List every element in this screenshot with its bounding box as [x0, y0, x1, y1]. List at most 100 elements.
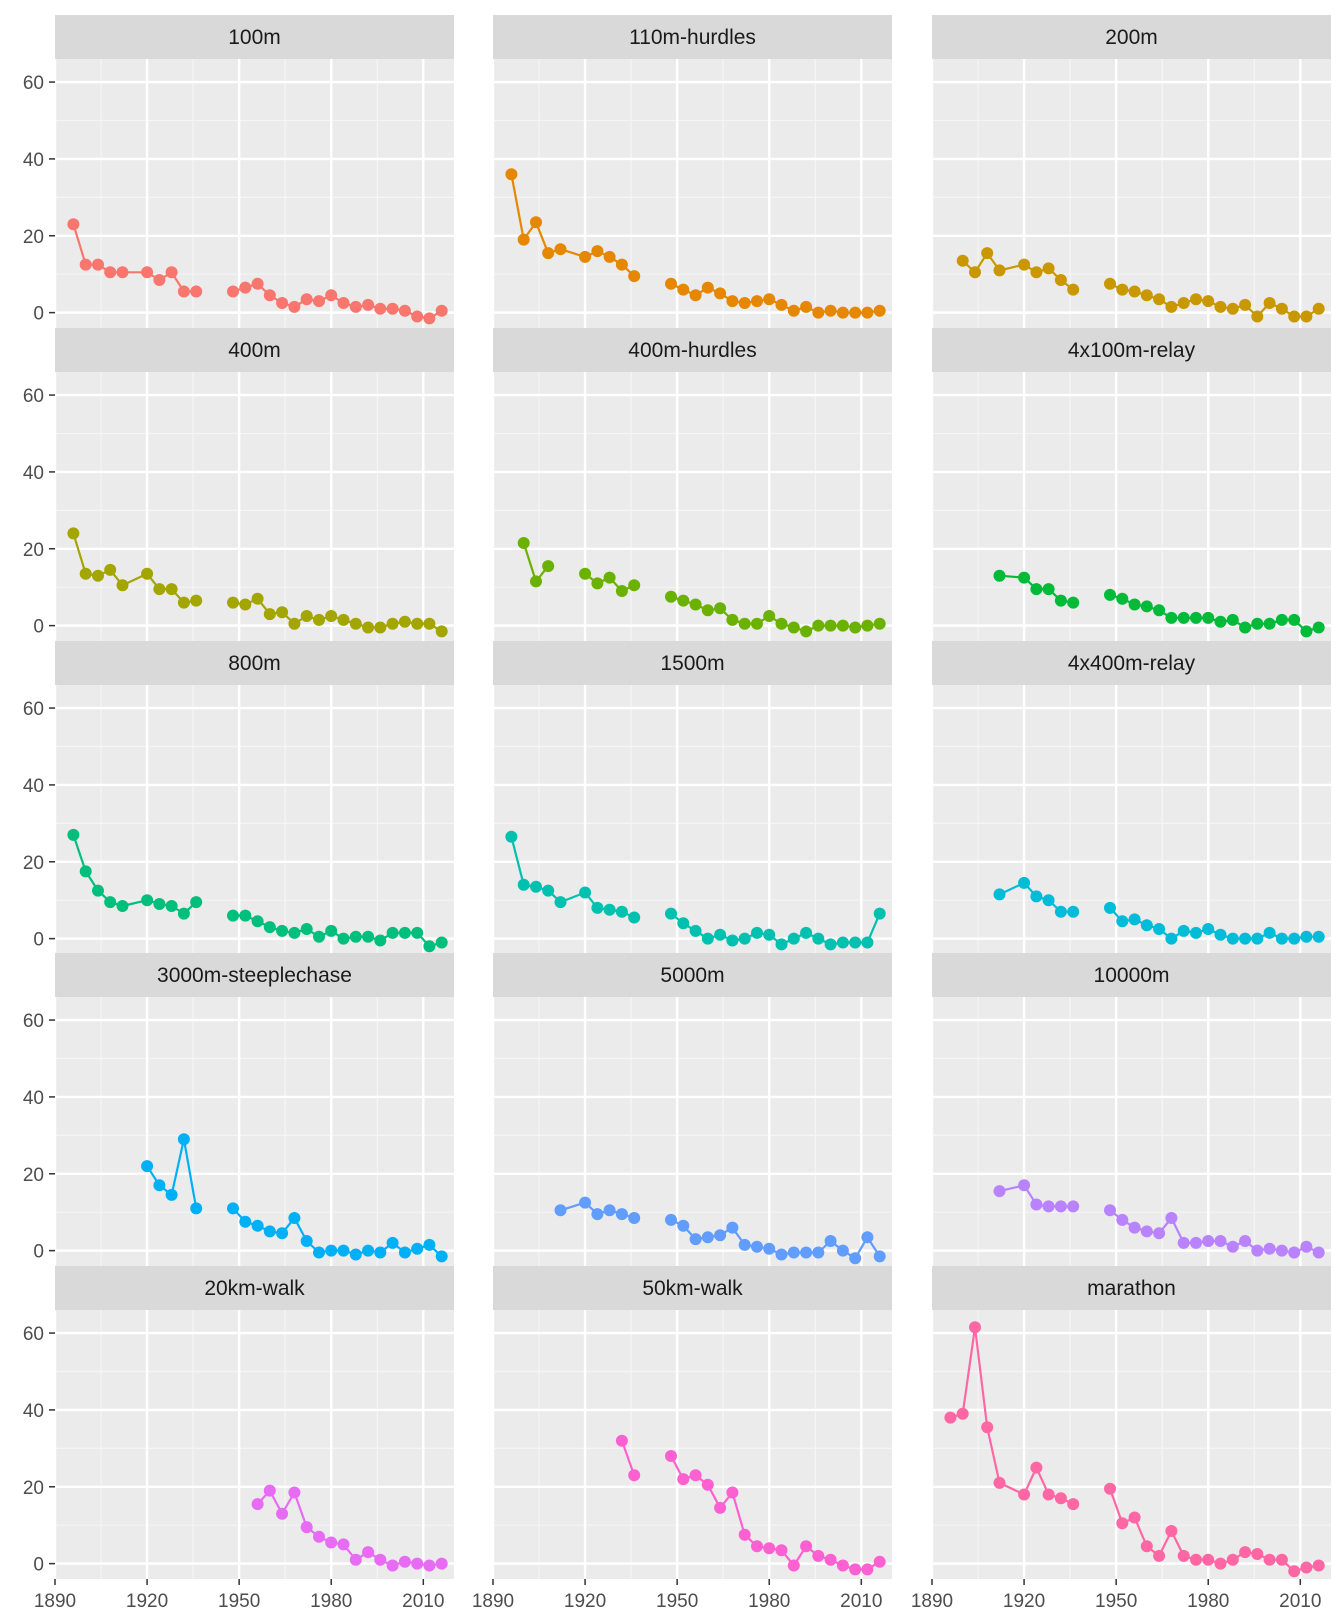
facet-title: marathon [1087, 1277, 1176, 1300]
data-point [956, 254, 969, 267]
data-point [92, 258, 104, 271]
x-tick-label: 2010 [840, 1591, 882, 1612]
data-point [141, 567, 154, 580]
data-point [1275, 613, 1288, 626]
data-point [861, 936, 874, 949]
data-point [763, 610, 776, 622]
data-point [836, 619, 849, 632]
data-point [349, 300, 362, 313]
data-point [775, 938, 788, 951]
data-point [714, 1501, 727, 1514]
series-line [620, 1440, 636, 1476]
data-point [505, 168, 518, 181]
data-point [689, 289, 702, 302]
data-point [861, 306, 874, 319]
data-point [337, 932, 350, 945]
data-point [1251, 617, 1264, 630]
data-point [1054, 274, 1067, 286]
data-point [763, 1542, 776, 1555]
y-tick-label: 0 [33, 304, 44, 325]
y-tick-label: 60 [23, 1011, 44, 1032]
data-point [849, 1563, 862, 1576]
data-point [386, 926, 399, 939]
data-point [386, 1559, 399, 1572]
data-point [325, 924, 338, 937]
data-point [165, 266, 178, 279]
data-point [628, 1212, 641, 1224]
data-point [861, 1563, 874, 1576]
data-point [763, 928, 776, 941]
data-point [227, 1202, 239, 1215]
data-point [276, 924, 289, 937]
data-point [1042, 262, 1055, 275]
data-point [1190, 1553, 1202, 1566]
data-point [276, 606, 289, 619]
data-point [165, 1188, 178, 1201]
data-point [579, 250, 592, 263]
data-point [1128, 285, 1141, 298]
data-point [812, 932, 825, 945]
data-point [1251, 1244, 1264, 1257]
data-point [591, 901, 604, 914]
data-point [677, 594, 690, 607]
facet-title: 1500m [660, 652, 724, 675]
data-point [1177, 611, 1190, 624]
facet-title: 200m [1105, 26, 1158, 49]
data-point [1288, 310, 1301, 323]
data-point [239, 1215, 252, 1228]
data-point [141, 1160, 154, 1173]
data-point [1116, 283, 1129, 296]
data-point [689, 924, 702, 937]
data-point [1165, 611, 1178, 624]
data-point [1214, 615, 1227, 628]
data-point [1140, 1540, 1153, 1553]
data-point [726, 295, 739, 308]
data-point [227, 909, 239, 922]
data-point [665, 1213, 677, 1226]
data-point [1030, 890, 1043, 903]
data-point [398, 615, 411, 628]
data-point [1312, 1246, 1325, 1259]
x-tick-label: 1890 [472, 1591, 514, 1612]
data-point [227, 285, 239, 298]
data-point [1177, 1549, 1190, 1562]
data-point [435, 304, 448, 317]
facet-strip [932, 1266, 1331, 1310]
data-point [689, 1469, 702, 1482]
data-point [1190, 926, 1202, 939]
data-point [787, 1559, 800, 1572]
data-point [1239, 932, 1252, 945]
panel-background [493, 59, 892, 328]
data-point [1140, 919, 1153, 932]
facet-strip [932, 641, 1331, 685]
facet-title: 110m-hurdles [629, 26, 756, 49]
data-point [325, 289, 338, 302]
data-point [288, 926, 301, 939]
data-point [615, 905, 628, 918]
data-point [300, 1521, 313, 1534]
series-line [510, 836, 635, 919]
data-point [1128, 1221, 1141, 1234]
y-tick-label: 60 [23, 1324, 44, 1345]
data-point [435, 936, 448, 949]
data-point [1300, 1240, 1313, 1253]
data-point [1214, 300, 1227, 313]
data-point [1067, 283, 1080, 296]
facet-title: 50km-walk [642, 1277, 743, 1300]
data-point [92, 569, 104, 582]
y-tick-label: 0 [33, 1555, 44, 1576]
data-point [1018, 1488, 1031, 1501]
data-point [1054, 594, 1067, 607]
data-point [386, 302, 399, 315]
y-tick-label: 0 [33, 1242, 44, 1263]
data-point [993, 1185, 1006, 1198]
data-point [1165, 300, 1178, 313]
data-point [1226, 1240, 1239, 1253]
facet-strip [493, 328, 892, 372]
data-point [362, 1546, 375, 1559]
data-point [517, 878, 530, 891]
data-point [1214, 1557, 1227, 1570]
data-point [79, 567, 92, 580]
data-point [67, 527, 80, 540]
data-point [701, 281, 714, 294]
